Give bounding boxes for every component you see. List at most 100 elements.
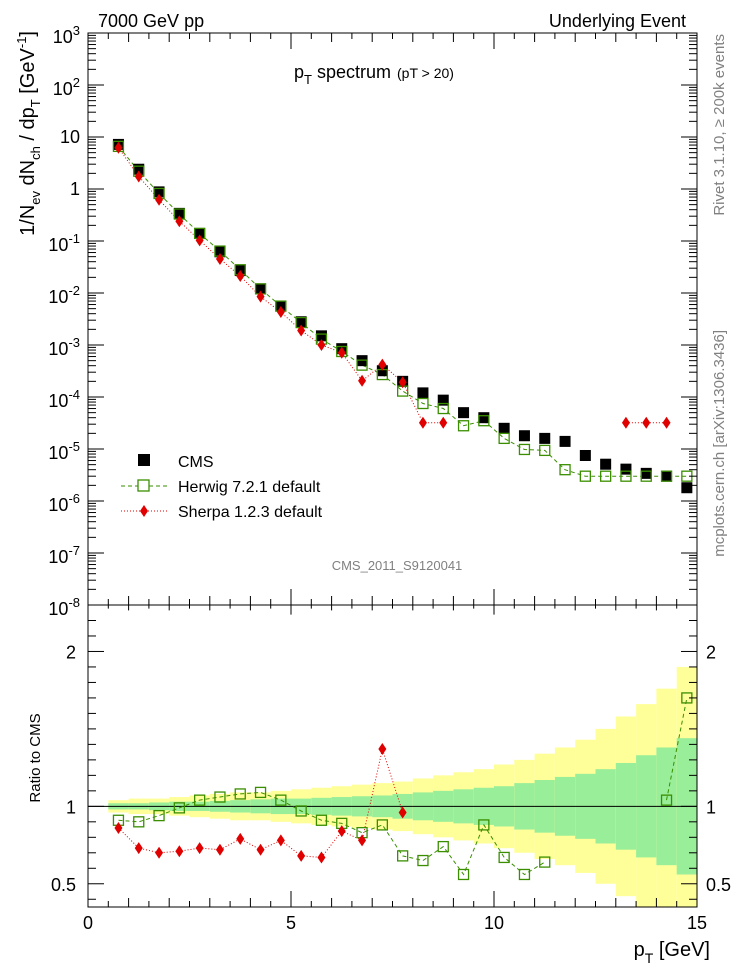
ratio-axis-label: Ratio to CMS: [27, 713, 44, 802]
herwig-ratio-point: [457, 868, 470, 881]
legend-cms-marker: [138, 454, 150, 466]
cms-data-point: [133, 163, 145, 175]
sherpa-ratio-point: [134, 842, 143, 855]
sherpa-ratio-point: [276, 834, 285, 847]
herwig-ratio-point: [193, 794, 206, 806]
herwig-ratio-point: [214, 791, 226, 803]
herwig-ratio-point: [275, 794, 287, 806]
mcplots-label: mcplots.cern.ch [arXiv:1306.3436]: [711, 330, 728, 557]
ratio-tick-label-left: 2: [66, 642, 76, 662]
herwig-point: [356, 359, 368, 371]
header-left: 7000 GeV pp: [98, 11, 204, 31]
herwig-point: [498, 432, 510, 445]
sherpa-ratio-point: [175, 845, 184, 858]
herwig-point: [518, 443, 531, 456]
legend-herwig-marker: [137, 479, 150, 492]
herwig-ratio-point: [254, 786, 267, 799]
herwig-point: [478, 415, 490, 427]
header-right: Underlying Event: [549, 11, 686, 31]
legend-cms-label: CMS: [178, 454, 214, 471]
herwig-ratio-point: [295, 805, 307, 817]
sherpa-point: [175, 215, 184, 228]
sherpa-point: [642, 416, 651, 429]
legend-herwig-label: Herwig 7.2.1 default: [178, 479, 321, 496]
cms-data-point: [214, 246, 226, 258]
rivet-version-label: Rivet 3.1.10, ≥ 200k events: [711, 34, 728, 216]
sherpa-point: [276, 306, 285, 319]
herwig-point: [620, 470, 632, 482]
cms-data-point: [153, 186, 165, 198]
sherpa-ratio-point: [398, 806, 407, 819]
cms-data-point: [681, 482, 693, 494]
cms-data-point: [498, 422, 510, 434]
cms-data-point: [559, 435, 571, 447]
y-tick-label: 10-4: [48, 387, 80, 411]
cms-data-point: [600, 458, 612, 470]
herwig-ratio-point: [498, 851, 510, 864]
herwig-ratio-point: [396, 850, 409, 862]
herwig-ratio-point: [315, 814, 328, 826]
ratio-tick-label-right: 0.5: [706, 875, 731, 895]
herwig-point: [417, 397, 429, 410]
y-tick-label: 103: [53, 23, 80, 47]
herwig-point: [437, 402, 449, 415]
herwig-ratio-point: [133, 816, 145, 828]
sherpa-point: [236, 270, 245, 283]
legend-sherpa-label: Sherpa 1.2.3 default: [178, 504, 323, 521]
cms-data-point: [620, 463, 632, 475]
herwig-ratio-point: [153, 809, 165, 822]
sherpa-point: [358, 374, 367, 387]
sherpa-point: [134, 170, 143, 183]
herwig-ratio-point: [660, 794, 673, 806]
y-tick-label: 10-2: [48, 283, 80, 307]
y-tick-label: 10-6: [48, 491, 80, 515]
ratio-tick-label-left: 1: [66, 797, 76, 817]
herwig-point: [559, 464, 571, 476]
sherpa-ratio-point: [236, 832, 245, 845]
sherpa-point: [439, 416, 448, 429]
x-tick-label: 0: [83, 913, 93, 933]
cms-data-point: [579, 449, 591, 461]
y-tick-label: 10-5: [48, 439, 80, 463]
sherpa-ratio-point: [378, 743, 387, 756]
cms-data-point: [417, 387, 429, 399]
cms-data-point: [173, 207, 185, 219]
herwig-point: [660, 470, 673, 482]
cms-data-point: [194, 227, 206, 239]
x-tick-label: 10: [484, 913, 504, 933]
herwig-ratio-point: [539, 856, 551, 868]
sherpa-ratio-point: [256, 843, 265, 856]
herwig-ratio-point: [234, 788, 246, 800]
sherpa-point: [155, 193, 164, 206]
sherpa-point: [621, 416, 630, 429]
cms-data-point: [661, 470, 673, 482]
herwig-point: [600, 470, 612, 482]
herwig-point: [539, 444, 551, 457]
sherpa-point: [195, 234, 204, 247]
sherpa-point: [256, 290, 265, 303]
y-tick-label: 10: [60, 127, 80, 147]
herwig-ratio-line: [118, 791, 546, 876]
y-tick-label: 1: [70, 179, 80, 199]
cms-data-point: [518, 430, 530, 442]
sherpa-ratio-point: [317, 851, 326, 864]
cms-data-point: [458, 407, 470, 419]
herwig-ratio-point: [376, 819, 389, 831]
herwig-ratio-point: [417, 854, 429, 867]
x-axis-label: pT [GeV]: [634, 939, 710, 966]
sherpa-point: [418, 416, 427, 429]
y-axis-label: 1/Nev dNch / dpT [GeV-1]: [14, 31, 43, 236]
herwig-ratio-point: [173, 802, 186, 814]
plot-title: pT spectrum (pT > 20): [294, 62, 454, 87]
sherpa-point: [215, 253, 224, 266]
x-tick-label: 5: [286, 913, 296, 933]
cms-data-point: [376, 365, 388, 377]
y-tick-label: 102: [53, 75, 80, 99]
sherpa-ratio-point: [337, 825, 346, 838]
sherpa-point: [398, 376, 407, 389]
analysis-id: CMS_2011_S9120041: [332, 558, 463, 573]
ratio-tick-label-left: 0.5: [51, 875, 76, 895]
sherpa-point: [662, 416, 671, 429]
cms-data-point: [315, 330, 327, 342]
